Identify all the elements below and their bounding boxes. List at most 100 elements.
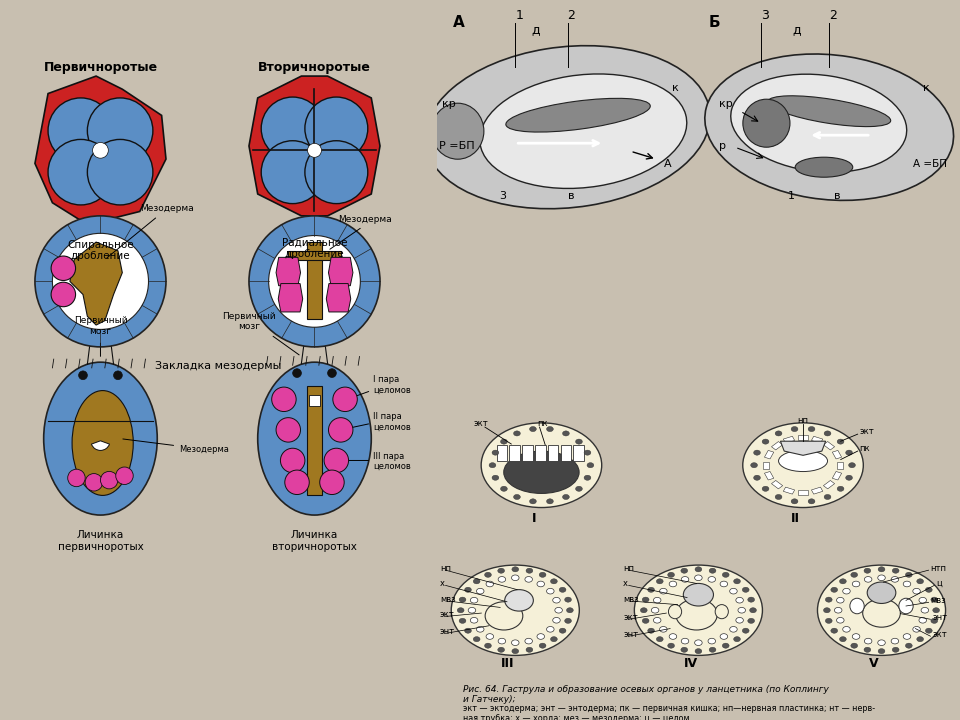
Circle shape [576,486,583,491]
Ellipse shape [72,390,133,495]
Circle shape [497,647,505,652]
Bar [824,441,834,450]
Polygon shape [306,242,323,318]
Text: Вторичноротые: Вторичноротые [258,60,371,73]
Polygon shape [328,257,353,286]
Circle shape [684,583,713,606]
Bar [798,436,808,440]
Text: II пара
целомов: II пара целомов [373,413,411,432]
Ellipse shape [743,99,790,147]
Circle shape [762,486,769,491]
FancyBboxPatch shape [535,446,545,461]
Circle shape [584,475,590,480]
Circle shape [864,639,872,644]
Circle shape [735,618,743,623]
Circle shape [465,628,471,634]
Circle shape [35,216,166,347]
Bar [764,472,774,480]
Circle shape [892,647,900,652]
Circle shape [651,608,659,613]
Circle shape [563,431,569,436]
Circle shape [459,618,466,624]
Circle shape [839,636,847,642]
Circle shape [546,426,553,431]
Text: 2: 2 [567,9,575,22]
Circle shape [720,581,728,587]
Text: III: III [501,657,515,670]
Circle shape [824,431,831,436]
Text: Мезодерма: Мезодерма [123,439,229,454]
Circle shape [498,577,506,582]
Circle shape [720,634,728,639]
Circle shape [682,577,688,582]
Circle shape [826,618,832,624]
Circle shape [877,640,885,646]
Circle shape [566,608,573,613]
Polygon shape [326,284,350,312]
Circle shape [905,643,912,648]
Circle shape [730,588,737,594]
Circle shape [846,475,852,480]
Circle shape [933,608,940,613]
Circle shape [824,608,830,613]
Text: экт: экт [859,427,875,436]
Text: А =БП: А =БП [913,159,947,169]
Text: кр: кр [442,99,456,109]
Circle shape [269,235,360,327]
Circle shape [669,634,677,639]
Circle shape [470,598,478,603]
Circle shape [53,233,149,330]
Circle shape [486,581,493,587]
Circle shape [526,647,533,652]
Bar [837,462,843,469]
Polygon shape [306,386,323,495]
Circle shape [681,568,687,573]
Circle shape [512,649,518,654]
Text: пк: пк [538,419,548,428]
Text: пк: пк [859,444,870,453]
Bar [783,487,795,494]
Circle shape [754,475,760,480]
Bar [763,462,769,469]
Circle shape [657,579,663,584]
Circle shape [530,426,537,431]
Circle shape [762,439,769,444]
Circle shape [851,572,857,577]
Ellipse shape [481,423,602,508]
Circle shape [272,387,296,412]
Circle shape [564,597,571,602]
Circle shape [640,608,647,613]
Ellipse shape [451,565,579,655]
FancyBboxPatch shape [573,446,584,461]
Circle shape [249,216,380,347]
Circle shape [537,581,544,587]
Circle shape [925,628,932,634]
Circle shape [846,450,852,455]
Circle shape [261,97,324,160]
Circle shape [722,572,729,577]
Circle shape [584,450,590,455]
Polygon shape [70,242,122,325]
Circle shape [668,572,675,577]
Ellipse shape [731,74,906,172]
Circle shape [113,371,122,379]
Bar [798,490,808,495]
Circle shape [837,486,844,491]
Circle shape [498,639,506,644]
Circle shape [87,140,153,205]
Circle shape [751,463,757,468]
Text: нп: нп [440,564,451,572]
Circle shape [116,467,133,485]
Circle shape [459,597,466,602]
Polygon shape [276,257,300,286]
Circle shape [750,608,756,613]
Polygon shape [309,395,320,406]
Circle shape [276,418,300,442]
Circle shape [48,140,113,205]
Circle shape [648,628,655,634]
Circle shape [553,618,561,623]
Circle shape [709,647,716,652]
FancyBboxPatch shape [561,446,571,461]
Circle shape [550,636,558,642]
Circle shape [864,577,872,582]
